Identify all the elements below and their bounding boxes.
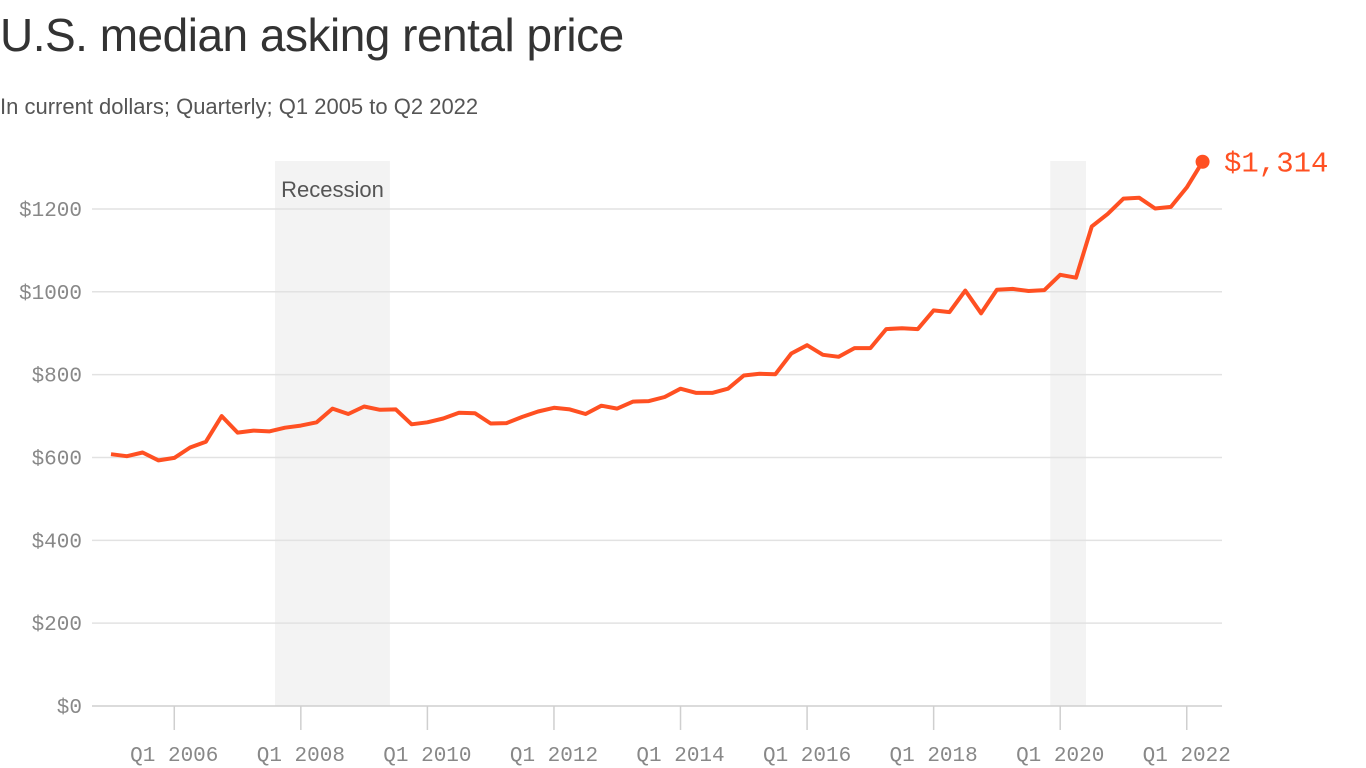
y-tick-label: $200 <box>32 614 82 637</box>
end-point-marker <box>1195 154 1210 169</box>
x-tick-label: Q1 2016 <box>763 745 851 768</box>
recession-shade <box>275 161 390 706</box>
chart-title: U.S. median asking rental price <box>0 9 624 61</box>
chart-subtitle: In current dollars; Quarterly; Q1 2005 t… <box>0 94 479 119</box>
y-tick-label: $800 <box>32 366 82 389</box>
x-tick-label: Q1 2010 <box>383 745 471 768</box>
y-tick-label: $1200 <box>19 200 82 223</box>
series-line <box>110 160 1205 463</box>
y-tick-label: $0 <box>57 697 82 720</box>
x-tick-label: Q1 2012 <box>510 745 598 768</box>
recession-label: Recession <box>281 177 384 202</box>
x-tick-label: Q1 2022 <box>1143 745 1231 768</box>
x-tick-label: Q1 2014 <box>636 745 724 768</box>
y-tick-label: $1000 <box>19 283 82 306</box>
x-tick-label: Q1 2020 <box>1016 745 1104 768</box>
x-tick-label: Q1 2006 <box>130 745 218 768</box>
x-tick-label: Q1 2018 <box>890 745 978 768</box>
end-value-label: $1,314 <box>1224 148 1328 181</box>
y-tick-label: $600 <box>32 448 82 471</box>
y-tick-label: $400 <box>32 531 82 554</box>
recession-shade <box>1050 161 1087 706</box>
x-tick-label: Q1 2008 <box>257 745 345 768</box>
